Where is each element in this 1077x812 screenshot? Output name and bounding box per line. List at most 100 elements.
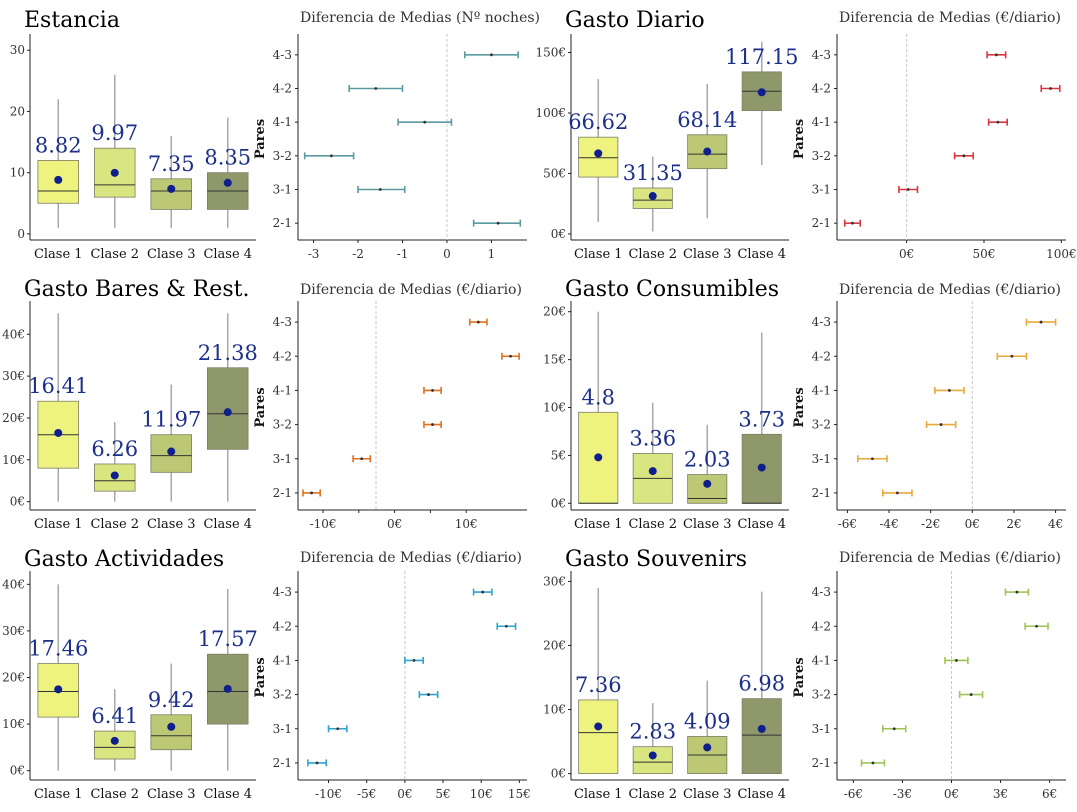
y-tick-label: 0€: [10, 495, 25, 509]
mean-label: 4.09: [684, 709, 731, 733]
y-tick-label: 0€: [551, 496, 566, 510]
pair-label: 3-1: [812, 722, 831, 736]
mean-point: [223, 684, 232, 693]
box-panel: Gasto Consumibles 0€ 5€ 10€ 15€ 20€ 4.8 Clase 1…: [543, 277, 789, 532]
errorbar-panel: Diferencia de Medias (Nº noches) Pares -3 -…: [253, 10, 540, 261]
mean-point: [167, 184, 176, 193]
estimate-point: [1010, 354, 1014, 358]
mean-point: [648, 751, 657, 760]
estimate-point: [871, 761, 875, 765]
pair-label: 3-1: [273, 722, 292, 736]
pair-label: 4-2: [273, 619, 292, 633]
estimate-point: [996, 120, 1000, 124]
y-tick-label: 0€: [551, 767, 566, 781]
y-tick-label: 30€: [2, 624, 25, 638]
x-tick-label: 1: [488, 247, 496, 261]
pair-label: 4-3: [273, 585, 292, 599]
estimate-point: [374, 87, 378, 90]
panel-title: Diferencia de Medias (€/diario): [300, 550, 522, 566]
panel-title: Estancia: [24, 8, 120, 33]
x-tick-label: -2€: [921, 517, 940, 531]
y-tick-label: 20€: [543, 638, 566, 652]
box-panel: Gasto Souvenirs 0€ 10€ 20€ 30€ 7.36 Clase 1 2.8…: [543, 547, 789, 802]
mean-label: 117.15: [725, 45, 798, 69]
mean-label: 2.83: [629, 720, 676, 744]
estimate-point: [490, 53, 493, 57]
pair-label: 3-2: [273, 688, 292, 702]
errorbar-panel: Diferencia de Medias (€/diario) Pares -6€ -…: [792, 550, 1066, 801]
mean-point: [110, 736, 119, 745]
x-category-label: Clase 3: [147, 247, 196, 262]
box: [741, 698, 782, 774]
mean-label: 66.62: [568, 110, 628, 134]
estimate-point: [412, 659, 416, 662]
pair-label: 3-2: [273, 149, 292, 163]
y-axis-title: Pares: [253, 657, 268, 697]
pair-label: 3-2: [812, 688, 831, 702]
y-tick-label: 0€: [10, 764, 25, 778]
mean-label: 16.41: [28, 374, 88, 398]
mean-point: [167, 447, 176, 456]
panel-title: Gasto Consumibles: [565, 277, 779, 302]
x-tick-label: -10€: [310, 517, 337, 531]
x-tick-label: 100€: [1046, 247, 1077, 261]
pair-label: 4-3: [812, 315, 831, 329]
mean-label: 2.03: [684, 448, 731, 472]
pair-label: 4-1: [273, 383, 292, 397]
y-tick-label: 40€: [2, 577, 25, 591]
mean-label: 6.98: [738, 672, 785, 696]
x-tick-label: -4€: [879, 517, 898, 531]
estimate-point: [1039, 320, 1043, 324]
estimate-point: [315, 761, 319, 765]
panel-title: Diferencia de Medias (€/diario): [839, 550, 1061, 566]
x-tick-label: 6€: [1042, 787, 1057, 801]
y-axis-title: Pares: [253, 387, 268, 427]
mean-point: [110, 471, 119, 480]
panel-title: Diferencia de Medias (€/diario): [300, 282, 522, 298]
x-tick-label: 0€: [397, 787, 412, 801]
estimate-point: [948, 389, 951, 392]
x-tick-label: 0: [443, 247, 451, 261]
x-tick-label: 4€: [1048, 517, 1063, 531]
mean-point: [594, 722, 603, 731]
box: [94, 730, 136, 760]
mean-point: [167, 722, 176, 731]
x-tick-label: -10€: [315, 787, 342, 801]
x-category-label: Clase 3: [147, 787, 196, 802]
y-tick-label: 50€: [543, 166, 566, 180]
panel-title: Gasto Diario: [565, 8, 705, 33]
estimate-point: [969, 693, 973, 696]
x-tick-label: 2€: [1006, 517, 1021, 531]
x-category-label: Clase 4: [737, 247, 786, 262]
pair-label: 3-2: [812, 149, 831, 163]
pair-label: 4-3: [812, 48, 831, 62]
x-category-label: Clase 2: [90, 787, 139, 802]
mean-point: [110, 168, 119, 177]
x-category-label: Clase 2: [90, 517, 139, 532]
mean-point: [54, 685, 63, 694]
mean-point: [703, 743, 712, 752]
mean-label: 31.35: [623, 161, 683, 185]
x-tick-label: 10€: [470, 787, 493, 801]
mean-label: 4.8: [582, 385, 615, 409]
x-category-label: Clase 1: [34, 247, 83, 262]
pair-label: 2-1: [812, 216, 831, 230]
pair-label: 4-1: [812, 115, 831, 129]
pair-label: 2-1: [812, 486, 831, 500]
pair-label: 3-1: [812, 183, 831, 197]
mean-label: 3.73: [738, 407, 785, 431]
mean-point: [648, 192, 657, 201]
x-tick-label: 50€: [973, 247, 996, 261]
estimate-point: [906, 188, 910, 191]
estimate-point: [423, 120, 427, 124]
panel-title: Diferencia de Medias (€/diario): [839, 10, 1061, 26]
y-tick-label: 30: [10, 43, 25, 57]
errorbar-panel: Diferencia de Medias (€/diario) Pares -6€ -…: [792, 282, 1066, 531]
pair-label: 2-1: [273, 756, 292, 770]
mean-point: [594, 453, 603, 462]
x-tick-label: -3€: [893, 787, 912, 801]
mean-point: [54, 175, 63, 184]
x-category-label: Clase 4: [737, 787, 786, 802]
